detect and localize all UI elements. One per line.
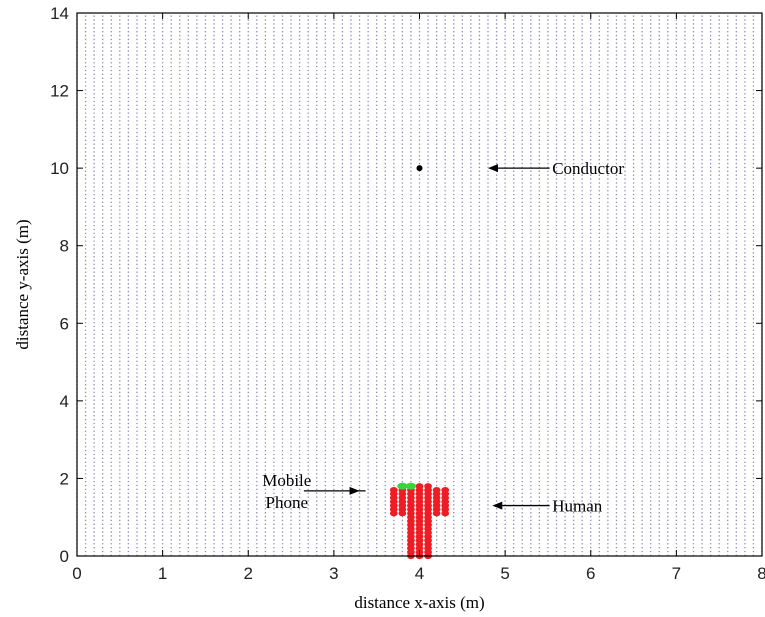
conductor-point [416, 165, 423, 172]
x-tick-label: 8 [757, 564, 765, 583]
y-tick-label: 0 [60, 547, 69, 566]
x-axis-label: distance x-axis (m) [354, 593, 484, 612]
human-point [432, 486, 441, 494]
x-tick-label: 7 [672, 564, 681, 583]
data-series [389, 165, 450, 560]
x-tick-label: 6 [586, 564, 595, 583]
human-point [389, 486, 398, 494]
mobile-phone-point [397, 482, 408, 490]
annotation-arrow-head [492, 501, 503, 510]
y-tick-label: 8 [60, 237, 69, 256]
annotation-label: Human [552, 497, 603, 516]
human-point [415, 483, 424, 490]
y-tick-label: 4 [60, 392, 69, 411]
annotation-label: Mobile [262, 471, 311, 490]
annotation-arrow-head [349, 486, 360, 495]
x-tick-label: 5 [500, 564, 509, 583]
grid-points [76, 13, 763, 556]
mobile-phone-point [405, 482, 417, 490]
y-tick-label: 14 [50, 4, 69, 23]
y-tick-label: 2 [60, 469, 69, 488]
human-point [424, 483, 432, 490]
human-point [441, 486, 450, 494]
annotation-label: Phone [266, 493, 309, 512]
x-tick-label: 1 [158, 564, 167, 583]
y-axis-label: distance y-axis (m) [13, 219, 32, 349]
y-tick-label: 12 [50, 82, 69, 101]
x-tick-label: 0 [72, 564, 81, 583]
y-tick-label: 10 [50, 159, 69, 178]
x-tick-label: 3 [329, 564, 338, 583]
annotation-label: Conductor [552, 159, 624, 178]
x-tick-label: 4 [415, 564, 424, 583]
annotation-arrow-head [488, 164, 498, 173]
annotations: Conductor Human Mobile Phone [262, 159, 624, 515]
x-tick-label: 2 [244, 564, 253, 583]
y-tick-label: 6 [60, 314, 69, 333]
